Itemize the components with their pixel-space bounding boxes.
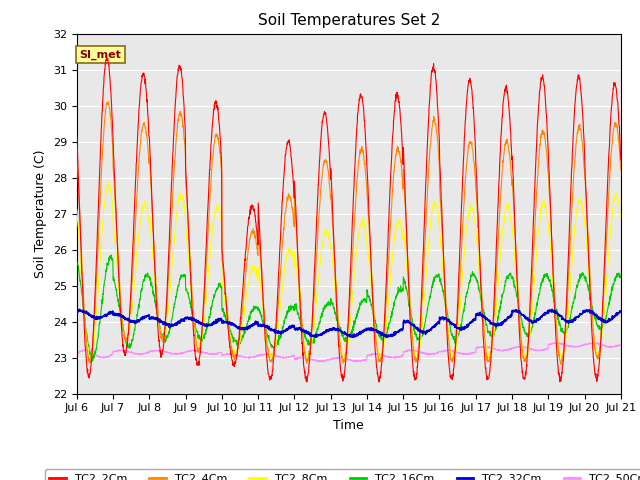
TC2_4Cm [104,99,112,105]
TC2_8Cm [104,178,111,184]
Text: SI_met: SI_met [79,50,122,60]
TC2_16Cm [73,259,81,264]
TC2_50Cm [617,342,625,348]
TC2_16Cm [377,334,385,339]
TC2_8Cm [570,242,577,248]
TC2_2Cm [225,331,232,337]
TC2_32Cm [584,308,592,314]
TC2_4Cm [507,168,515,174]
TC2_16Cm [508,274,515,279]
TC2_32Cm [225,321,232,327]
TC2_50Cm [584,342,592,348]
TC2_2Cm [570,132,577,137]
TC2_16Cm [89,358,97,364]
TC2_8Cm [617,215,625,220]
TC2_8Cm [225,325,232,331]
TC2_50Cm [570,344,577,350]
TC2_8Cm [584,264,592,269]
TC2_8Cm [73,207,81,213]
TC2_32Cm [73,309,81,315]
TC2_32Cm [508,312,515,318]
TC2_8Cm [449,358,456,363]
TC2_4Cm [617,167,625,173]
TC2_2Cm [508,142,515,147]
TC2_2Cm [617,157,625,163]
TC2_4Cm [225,323,232,328]
TC2_32Cm [617,309,625,314]
TC2_16Cm [617,274,625,279]
TC2_4Cm [73,152,81,157]
TC2_4Cm [570,183,577,189]
Line: TC2_16Cm: TC2_16Cm [77,255,621,361]
Line: TC2_2Cm: TC2_2Cm [77,58,621,382]
TC2_4Cm [376,359,384,365]
TC2_50Cm [225,351,232,357]
TC2_50Cm [376,351,384,357]
Line: TC2_32Cm: TC2_32Cm [77,309,621,337]
TC2_4Cm [557,362,565,368]
TC2_2Cm [303,379,310,385]
Y-axis label: Soil Temperature (C): Soil Temperature (C) [35,149,47,278]
TC2_16Cm [584,287,592,293]
TC2_32Cm [365,327,372,333]
TC2_4Cm [584,240,592,245]
TC2_8Cm [508,217,515,223]
TC2_2Cm [584,247,592,252]
TC2_32Cm [384,335,392,340]
TC2_50Cm [73,351,81,357]
TC2_50Cm [554,340,561,346]
TC2_32Cm [76,306,83,312]
TC2_32Cm [376,331,384,337]
X-axis label: Time: Time [333,419,364,432]
Legend: TC2_2Cm, TC2_4Cm, TC2_8Cm, TC2_16Cm, TC2_32Cm, TC2_50Cm: TC2_2Cm, TC2_4Cm, TC2_8Cm, TC2_16Cm, TC2… [45,469,640,480]
Line: TC2_4Cm: TC2_4Cm [77,102,621,365]
TC2_2Cm [377,369,385,375]
Line: TC2_50Cm: TC2_50Cm [77,343,621,362]
TC2_16Cm [225,324,233,329]
TC2_8Cm [376,356,384,362]
TC2_4Cm [365,214,372,219]
TC2_32Cm [570,317,577,323]
TC2_2Cm [103,55,111,60]
Line: TC2_8Cm: TC2_8Cm [77,181,621,360]
TC2_8Cm [365,255,372,261]
TC2_2Cm [365,209,372,215]
Title: Soil Temperatures Set 2: Soil Temperatures Set 2 [258,13,440,28]
TC2_16Cm [570,300,577,305]
TC2_16Cm [365,293,372,299]
TC2_50Cm [365,352,372,358]
TC2_50Cm [507,346,515,351]
TC2_16Cm [108,252,115,258]
TC2_50Cm [356,359,364,365]
TC2_2Cm [73,132,81,138]
